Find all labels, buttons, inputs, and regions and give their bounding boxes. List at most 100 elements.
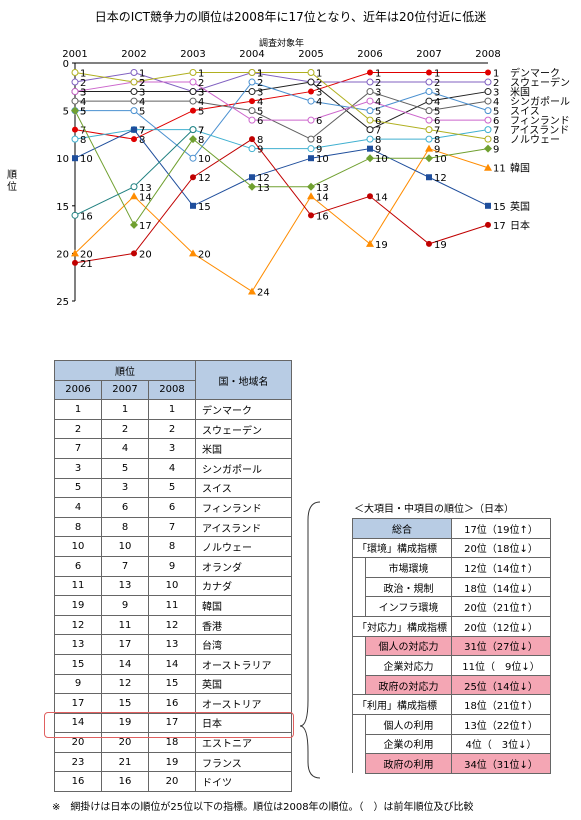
rank-cell: 6 [148, 497, 196, 518]
country-cell: アイスランド [195, 516, 292, 538]
table-row: 8 8 7 アイスランド [54, 516, 292, 538]
summary-group-label: 「利用」構成指標 [352, 694, 452, 715]
rank-cell: 9 [148, 555, 196, 577]
table-row: 6 7 9 オランダ [54, 555, 292, 577]
data-label: 1 [493, 69, 499, 80]
rank-cell: 8 [54, 516, 102, 538]
data-point [248, 88, 256, 96]
series-line [74, 129, 194, 216]
rank-cell: 12 [148, 614, 196, 636]
rank-cell: 5 [54, 477, 102, 499]
rank-cell: 13 [148, 634, 196, 655]
footnote: ※ 網掛けは日本の順位が25位以下の指標。順位は2008年の順位。（ ）は前年順… [52, 802, 474, 813]
data-point [71, 135, 79, 143]
country-cell: オランダ [195, 555, 292, 577]
data-label: 19 [375, 240, 388, 251]
data-label: 10 [80, 154, 93, 165]
summary-indent [352, 577, 366, 597]
data-label: 7 [139, 126, 145, 137]
data-label: 17 [139, 221, 152, 232]
series-line [74, 129, 489, 207]
table-row: 11 13 10 カナダ [54, 575, 292, 597]
table-row: 1 1 1 デンマーク [54, 399, 292, 420]
data-point [426, 240, 432, 247]
data-point [189, 249, 197, 257]
data-point [189, 154, 197, 162]
data-label: 5 [257, 107, 263, 118]
y-tick-label: 0 [63, 59, 69, 70]
rank-cell: 7 [54, 438, 102, 459]
data-label: 8 [375, 135, 381, 146]
data-point [71, 97, 79, 105]
data-label: 20 [80, 249, 93, 260]
summary-item-label: 市場環境 [365, 557, 452, 578]
series-end-label: 米国 [510, 86, 530, 99]
table-row: 15 14 14 オーストラリア [54, 653, 292, 675]
data-point [366, 135, 374, 143]
series-end-label: 韓国 [510, 163, 530, 175]
data-label: 3 [80, 88, 86, 99]
data-point [366, 107, 374, 115]
series-end-label: シンガポール [510, 96, 570, 108]
country-cell: スウェーデン [195, 418, 292, 440]
series-line [74, 148, 489, 293]
data-point [484, 135, 492, 143]
data-label: 6 [493, 116, 499, 127]
data-label: 7 [493, 126, 499, 137]
data-label: 15 [198, 202, 211, 213]
data-label: 10 [375, 154, 388, 165]
summary-item-label: 個人の利用 [365, 713, 452, 735]
series-end-label: アイスランド [510, 125, 569, 137]
table-row: 4 6 6 フィンランド [54, 497, 292, 518]
data-point [130, 97, 138, 105]
data-point [131, 126, 137, 133]
data-label: 15 [493, 202, 506, 213]
rank-cell: 3 [54, 457, 102, 479]
data-label: 3 [375, 88, 381, 99]
data-point [484, 144, 492, 153]
summary-total-value: 17位（19位↑） [451, 518, 551, 539]
data-point [425, 144, 433, 152]
data-label: 1 [257, 69, 263, 80]
rank-cell: 15 [101, 693, 149, 714]
table-row: 17 15 16 オーストリア [54, 693, 292, 714]
data-label: 2 [316, 78, 322, 89]
rank-cell: 2 [148, 418, 196, 440]
rank-table: 順位 国・地域名 2006 2007 2008 1 1 1 デンマーク 2 2 2 スウェーデ… [54, 359, 292, 793]
country-cell: 香港 [195, 614, 292, 636]
x-tick-label: 2007 [416, 49, 441, 60]
data-label: 14 [316, 192, 329, 203]
summary-group-label: 「環境」構成指標 [352, 537, 452, 559]
data-point [484, 107, 492, 115]
data-point [71, 78, 79, 86]
data-point [72, 126, 78, 133]
rank-cell: 1 [101, 399, 149, 420]
data-label: 2 [80, 78, 86, 89]
data-label: 19 [434, 240, 447, 251]
summary-total-label: 総合 [352, 518, 452, 539]
data-label: 1 [434, 69, 440, 80]
data-label: 3 [434, 88, 440, 99]
country-cell: フランス [195, 751, 292, 773]
data-point [484, 78, 492, 86]
summary-indent [352, 636, 366, 656]
rank-cell: 15 [148, 673, 196, 695]
data-point [366, 239, 374, 247]
data-point [248, 69, 256, 77]
data-label: 20 [198, 249, 211, 260]
data-point [366, 78, 374, 86]
data-label: 13 [257, 183, 270, 194]
data-point [366, 116, 374, 124]
data-label: 1 [316, 69, 322, 80]
data-point [71, 106, 79, 115]
data-point [425, 154, 433, 163]
data-label: 6 [257, 116, 263, 127]
summary-item-label: 政府の対応力 [365, 674, 452, 696]
series-line [74, 72, 488, 93]
data-point [71, 88, 79, 96]
data-point [189, 69, 197, 77]
data-point [425, 107, 433, 115]
rank-cell: 21 [101, 751, 149, 773]
data-point [131, 250, 137, 257]
data-label: 13 [316, 183, 329, 194]
